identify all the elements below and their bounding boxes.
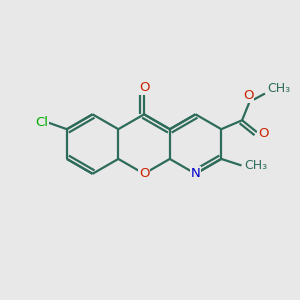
Text: O: O xyxy=(139,81,149,94)
Text: O: O xyxy=(243,89,254,102)
Text: CH₃: CH₃ xyxy=(244,159,267,172)
Text: O: O xyxy=(258,127,269,140)
Text: Cl: Cl xyxy=(35,116,48,129)
Text: O: O xyxy=(139,167,149,180)
Text: CH₃: CH₃ xyxy=(267,82,290,95)
Text: N: N xyxy=(191,167,200,180)
